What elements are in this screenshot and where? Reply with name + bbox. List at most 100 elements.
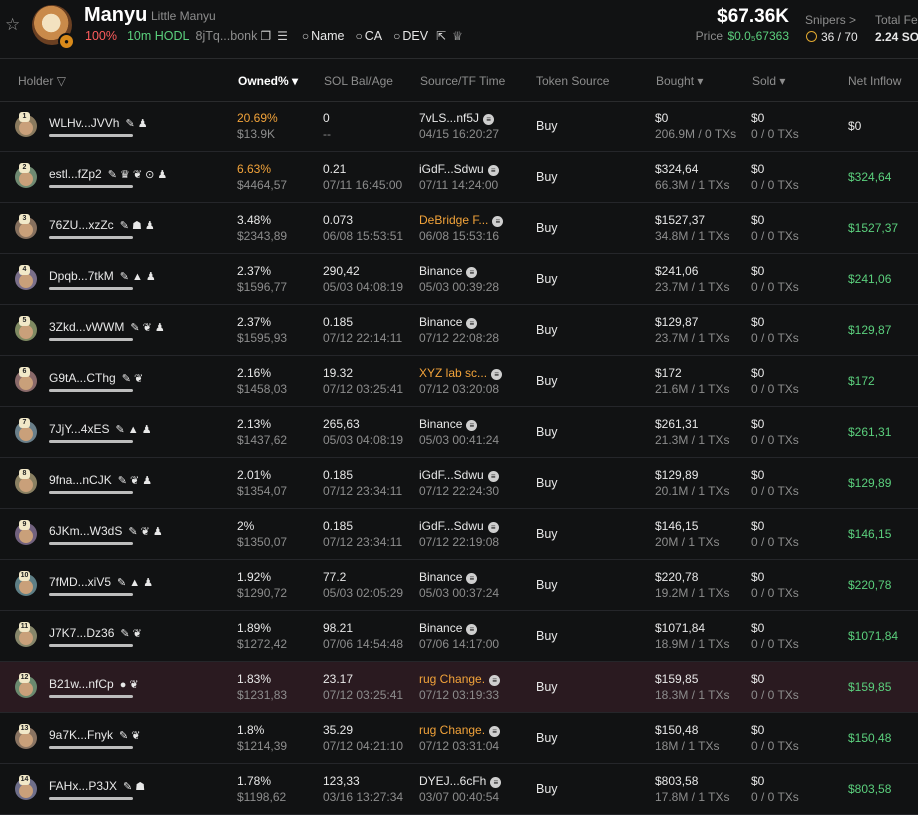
sold-detail: 0 / 0 TXs bbox=[751, 637, 799, 651]
source-menu-icon[interactable]: ≡ bbox=[466, 420, 478, 431]
sold-detail: 0 / 0 TXs bbox=[751, 331, 799, 345]
holder-address[interactable]: 3Zkd...vWWM ✎ ❦ ♟ bbox=[49, 320, 165, 334]
source-menu-icon[interactable]: ≡ bbox=[466, 318, 478, 329]
rank-badge: 7 bbox=[19, 418, 30, 428]
snipers-value: 36 / 70 bbox=[806, 30, 858, 44]
holder-address[interactable]: J7K7...Dz36 ✎ ❦ bbox=[49, 626, 142, 640]
funding-time: 05/03 00:41:24 bbox=[419, 433, 500, 447]
star-icon[interactable]: ☆ bbox=[5, 15, 21, 34]
col-sol-bal[interactable]: SOL Bal/Age bbox=[324, 74, 393, 88]
source-menu-icon[interactable]: ≡ bbox=[487, 522, 499, 533]
bought-usd: $261,31 bbox=[655, 417, 699, 431]
table-row[interactable]: 8 9fna...nCJK ✎ ❦ ♟ 2.01% $1354,07 0.185 07/12… bbox=[0, 458, 918, 509]
funding-source[interactable]: Binance ≡ bbox=[419, 417, 478, 431]
sold-detail: 0 / 0 TXs bbox=[751, 535, 799, 549]
table-row[interactable]: 11 J7K7...Dz36 ✎ ❦ 1.89% $1272,42 98.21 07/06 … bbox=[0, 611, 918, 662]
funding-source[interactable]: iGdF...Sdwu ≡ bbox=[419, 468, 499, 482]
table-row[interactable]: 3 76ZU...xzZc ✎ ☗ ♟ 3.48% $2343,89 0.073 06/08… bbox=[0, 203, 918, 254]
source-menu-icon[interactable]: ≡ bbox=[489, 675, 501, 686]
holder-address[interactable]: B21w...nfCp ● ❦ bbox=[49, 677, 139, 691]
owned-usd: $1214,39 bbox=[237, 739, 288, 753]
holder-address[interactable]: WLHv...JVVh ✎ ♟ bbox=[49, 116, 148, 130]
table-row[interactable]: 6 G9tA...CThg ✎ ❦ 2.16% $1458,03 19.32 07/12 0… bbox=[0, 356, 918, 407]
sold-detail: 0 / 0 TXs bbox=[751, 280, 799, 294]
table-row[interactable]: 7 7JjY...4xES ✎ ▲ ♟ 2.13% $1437,62 265,63 05/0… bbox=[0, 407, 918, 458]
col-source[interactable]: Source/TF Time bbox=[420, 74, 506, 88]
funding-source[interactable]: 7vLS...nf5J ≡ bbox=[419, 111, 495, 125]
funding-source[interactable]: rug Change. ≡ bbox=[419, 672, 501, 686]
source-menu-icon[interactable]: ≡ bbox=[483, 114, 495, 125]
table-row[interactable]: 1 WLHv...JVVh ✎ ♟ 20.69% $13.9K 0 -- 7vLS...nf5… bbox=[0, 101, 918, 152]
copy-icon[interactable]: ❐ bbox=[260, 29, 272, 43]
source-menu-icon[interactable]: ≡ bbox=[491, 369, 503, 380]
holder-address[interactable]: 9a7K...Fnyk ✎ ❦ bbox=[49, 728, 141, 742]
col-sold[interactable]: Sold ▾ bbox=[752, 74, 786, 88]
funding-source[interactable]: DYEJ...6cFh ≡ bbox=[419, 774, 502, 788]
token-source: Buy bbox=[536, 119, 558, 133]
funding-source[interactable]: iGdF...Sdwu ≡ bbox=[419, 162, 499, 176]
source-menu-icon[interactable]: ≡ bbox=[466, 624, 478, 635]
wallet-age: 07/06 14:54:48 bbox=[323, 637, 404, 651]
holder-address[interactable]: G9tA...CThg ✎ ❦ bbox=[49, 371, 144, 385]
holder-address[interactable]: 6JKm...W3dS ✎ ❦ ♟ bbox=[49, 524, 163, 538]
token-source: Buy bbox=[536, 170, 558, 184]
source-menu-icon[interactable]: ≡ bbox=[466, 267, 478, 278]
table-row[interactable]: 13 9a7K...Fnyk ✎ ❦ 1.8% $1214,39 35.29 07/12 0… bbox=[0, 713, 918, 764]
token-header: ☆ ● Manyu Little Manyu 100% 10m HODL 8jT… bbox=[0, 0, 918, 58]
holder-address[interactable]: estl...fZp2 ✎ ♛ ❦ ⊙ ♟ bbox=[49, 167, 168, 181]
funding-source[interactable]: Binance ≡ bbox=[419, 621, 478, 635]
holder-address[interactable]: FAHx...P3JX ✎ ☗ bbox=[49, 779, 146, 793]
rank-badge: 14 bbox=[19, 775, 30, 785]
menu-circle-icon[interactable]: ☰ bbox=[277, 29, 288, 43]
holder-address[interactable]: 7fMD...xiV5 ✎ ▲ ♟ bbox=[49, 575, 154, 589]
bought-detail: 18.3M / 1 TXs bbox=[655, 688, 730, 702]
funding-source[interactable]: Binance ≡ bbox=[419, 315, 478, 329]
table-row[interactable]: 2 estl...fZp2 ✎ ♛ ❦ ⊙ ♟ 6.63% $4464,57 0.21 07… bbox=[0, 152, 918, 203]
holder-address[interactable]: 76ZU...xzZc ✎ ☗ ♟ bbox=[49, 218, 155, 232]
table-row[interactable]: 12 B21w...nfCp ● ❦ 1.83% $1231,83 23.17 07/12 … bbox=[0, 662, 918, 713]
rank-badge: 4 bbox=[19, 265, 30, 275]
holder-address[interactable]: 7JjY...4xES ✎ ▲ ♟ bbox=[49, 422, 152, 436]
holding-bar bbox=[49, 593, 133, 596]
table-row[interactable]: 10 7fMD...xiV5 ✎ ▲ ♟ 1.92% $1290,72 77.2 05/03… bbox=[0, 560, 918, 611]
snipers-link[interactable]: Snipers > bbox=[805, 13, 857, 27]
owned-percent: 1.78% bbox=[237, 774, 272, 788]
sort-down-icon: ▾ bbox=[697, 74, 704, 88]
dev-search-button[interactable]: ○ DEV bbox=[393, 29, 429, 43]
source-menu-icon[interactable]: ≡ bbox=[487, 471, 499, 482]
funding-time: 07/12 22:08:28 bbox=[419, 331, 500, 345]
col-bought[interactable]: Bought ▾ bbox=[656, 74, 704, 88]
external-link-icon[interactable]: ⇱ bbox=[436, 29, 447, 43]
bought-usd: $803,58 bbox=[655, 774, 699, 788]
source-menu-icon[interactable]: ≡ bbox=[489, 726, 501, 737]
funding-source[interactable]: rug Change. ≡ bbox=[419, 723, 501, 737]
source-menu-icon[interactable]: ≡ bbox=[490, 777, 502, 788]
crown-icon[interactable]: ♕ bbox=[452, 29, 463, 43]
holder-address[interactable]: 9fna...nCJK ✎ ❦ ♟ bbox=[49, 473, 153, 487]
table-row[interactable]: 5 3Zkd...vWWM ✎ ❦ ♟ 2.37% $1595,93 0.185 07/12… bbox=[0, 305, 918, 356]
table-row[interactable]: 9 6JKm...W3dS ✎ ❦ ♟ 2% $1350,07 0.185 07/12 23… bbox=[0, 509, 918, 560]
bought-detail: 19.2M / 1 TXs bbox=[655, 586, 730, 600]
holder-address[interactable]: Dpqb...7tkM ✎ ▲ ♟ bbox=[49, 269, 156, 283]
table-row[interactable]: 14 FAHx...P3JX ✎ ☗ 1.78% $1198,62 123,33 03/16… bbox=[0, 764, 918, 815]
source-menu-icon[interactable]: ≡ bbox=[487, 165, 499, 176]
funding-source[interactable]: Binance ≡ bbox=[419, 570, 478, 584]
source-menu-icon[interactable]: ≡ bbox=[492, 216, 504, 227]
funding-source[interactable]: iGdF...Sdwu ≡ bbox=[419, 519, 499, 533]
col-token-source[interactable]: Token Source bbox=[536, 74, 610, 88]
rank-badge: 13 bbox=[19, 724, 30, 734]
funding-source[interactable]: DeBridge F... ≡ bbox=[419, 213, 504, 227]
table-row[interactable]: 4 Dpqb...7tkM ✎ ▲ ♟ 2.37% $1596,77 290,42 05/0… bbox=[0, 254, 918, 305]
filter-icon[interactable]: ▽ bbox=[56, 74, 66, 88]
col-owned[interactable]: Owned% ▾ bbox=[238, 74, 299, 88]
funding-source[interactable]: XYZ lab sc... ≡ bbox=[419, 366, 503, 380]
net-inflow: $0 bbox=[848, 119, 862, 133]
funding-source[interactable]: Binance ≡ bbox=[419, 264, 478, 278]
sol-balance: 77.2 bbox=[323, 570, 347, 584]
holder-tag-icons: ✎ ☗ bbox=[123, 781, 146, 793]
name-search-button[interactable]: ○ Name bbox=[301, 29, 345, 43]
ca-search-button[interactable]: ○ CA bbox=[355, 29, 383, 43]
source-menu-icon[interactable]: ≡ bbox=[466, 573, 478, 584]
col-net-inflow[interactable]: Net Inflow bbox=[848, 74, 902, 88]
col-holder[interactable]: Holder ▽ bbox=[18, 74, 66, 88]
